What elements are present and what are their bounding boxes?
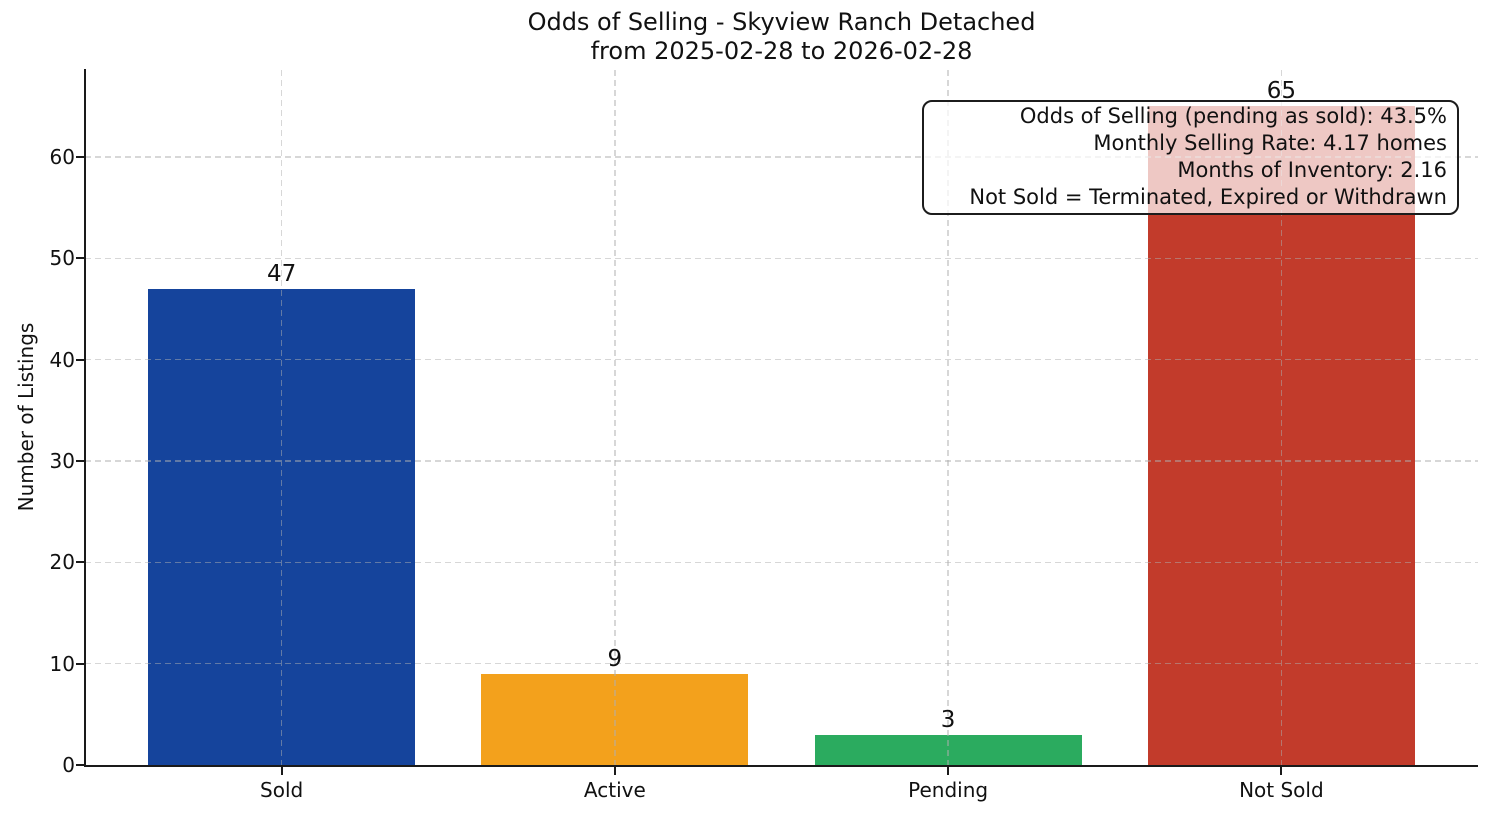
annotation-monthly-selling-rate: Monthly Selling Rate: 4.17 homes — [1093, 131, 1447, 155]
x-tick-mark-pending — [947, 767, 950, 775]
grid-vline-pending — [947, 70, 949, 765]
annotation-months-of-inventory: Months of Inventory: 2.16 — [1177, 158, 1447, 182]
x-tick-mark-active — [613, 767, 616, 775]
y-tick-mark-10 — [76, 662, 84, 665]
y-tick-mark-60 — [76, 156, 84, 159]
grid-vline-not-sold — [1280, 70, 1283, 765]
y-tick-label-20: 20 — [49, 550, 75, 575]
grid-hline-y60 — [85, 156, 1478, 158]
y-tick-label-40: 40 — [49, 347, 75, 372]
y-tick-mark-0 — [76, 764, 84, 766]
grid-vline-sold — [280, 70, 283, 765]
plot-area: 47 9 3 65 — [85, 70, 1478, 765]
grid-hline-y50 — [85, 257, 1478, 260]
y-tick-label-10: 10 — [49, 651, 75, 676]
grid-vline-active — [614, 70, 616, 765]
y-tick-mark-20 — [76, 561, 84, 564]
y-tick-label-50: 50 — [49, 246, 75, 271]
annotation-not-sold-definition: Not Sold = Terminated, Expired or Withdr… — [969, 185, 1447, 209]
y-axis-title: Number of Listings — [14, 322, 38, 512]
chart-subtitle: from 2025-02-28 to 2026-02-28 — [590, 37, 973, 65]
grid-hline-y10 — [85, 662, 1478, 665]
x-tick-label-not-sold: Not Sold — [1239, 778, 1324, 802]
chart-title: Odds of Selling - Skyview Ranch Detached — [527, 8, 1036, 36]
grid-hline-y20 — [85, 561, 1478, 564]
chart-title-block: Odds of Selling - Skyview Ranch Detached… — [85, 8, 1478, 66]
stats-annotation-box: Odds of Selling (pending as sold): 43.5%… — [922, 100, 1459, 215]
x-tick-label-sold: Sold — [260, 778, 304, 802]
y-tick-label-30: 30 — [49, 449, 75, 474]
bar-value-label-sold: 47 — [266, 260, 297, 287]
bar-value-label-pending: 3 — [940, 706, 956, 733]
x-tick-label-active: Active — [583, 778, 646, 802]
y-axis-spine — [83, 69, 86, 767]
y-tick-mark-30 — [76, 460, 84, 463]
x-axis-spine — [83, 765, 1478, 767]
bar-value-label-active: 9 — [607, 645, 623, 672]
y-tick-mark-40 — [76, 358, 84, 361]
grid-hline-y30 — [85, 460, 1478, 462]
x-tick-label-pending: Pending — [908, 778, 989, 802]
x-tick-mark-not-sold — [1280, 767, 1283, 775]
y-tick-label-60: 60 — [49, 145, 75, 170]
x-tick-mark-sold — [280, 767, 283, 775]
y-tick-label-0: 0 — [62, 753, 75, 777]
y-tick-mark-50 — [76, 257, 84, 260]
grid-hline-y40 — [85, 359, 1478, 361]
annotation-odds-of-selling: Odds of Selling (pending as sold): 43.5% — [1019, 104, 1447, 128]
